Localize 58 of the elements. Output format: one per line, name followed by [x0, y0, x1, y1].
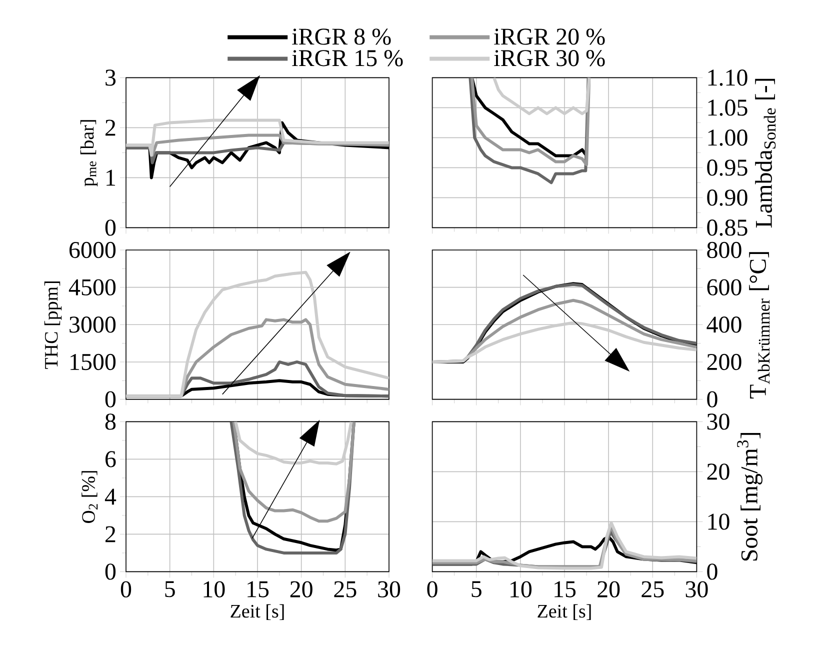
y-tick-label: 4500: [68, 279, 116, 296]
y-tick-label: 400: [706, 316, 742, 333]
y-tick-label: 10: [708, 514, 730, 530]
line-series: [126, 270, 389, 398]
y-tick-label: 1500: [70, 354, 116, 370]
x-axis-title: Zeit [s]: [230, 604, 284, 620]
y-tick-label: 1: [106, 170, 116, 186]
y-tick-label: 0: [707, 564, 718, 580]
legend-label: iRGR 8 %: [292, 28, 391, 45]
y-axis-title: Lambda$_{Sonde}$ [-]: [755, 78, 776, 228]
y-axis-title: Soot [mg/m$^{3}$]: [737, 433, 762, 561]
y-tick-label: 800: [707, 242, 742, 258]
legend-label: iRGR 15 %: [292, 50, 403, 66]
y-tick-label: 30: [707, 414, 730, 430]
x-tick-label: 5: [165, 581, 175, 598]
y-tick-label: 8: [105, 414, 116, 430]
x-tick-label: 15: [554, 581, 576, 598]
x-tick-label: 5: [472, 581, 482, 598]
y-tick-label: 1.00: [708, 130, 748, 146]
x-tick-label: 25: [642, 581, 664, 598]
line-series: [234, 422, 353, 466]
y-tick-label: 0.90: [707, 190, 748, 206]
y-tick-label: 200: [707, 354, 742, 370]
y-tick-label: 2: [106, 120, 116, 136]
y-tick-label: 6000: [70, 242, 116, 258]
y-tick-label: 600: [707, 279, 742, 296]
y-tick-label: 0.85: [707, 220, 748, 236]
x-tick-label: 15: [248, 581, 269, 598]
y-tick-label: 4: [104, 488, 116, 505]
y-tick-label: 20: [707, 464, 730, 480]
y-tick-label: 0: [105, 391, 116, 408]
x-tick-label: 10: [204, 581, 225, 598]
legend-label: iRGR 20 %: [494, 28, 605, 45]
y-tick-label: 0: [707, 391, 718, 408]
legend-label: iRGR 30 %: [494, 50, 605, 66]
y-tick-label: 1.10: [708, 70, 748, 86]
x-tick-label: 30: [378, 581, 400, 598]
y-tick-label: 0: [105, 220, 116, 236]
y-tick-label: 3: [106, 70, 116, 86]
x-tick-label: 0: [120, 581, 132, 598]
y-tick-label: 1.05: [708, 100, 748, 116]
y-axis-title: $\text{T}_{\text{AbKrümmer}}\text{ [°C]}$: [749, 252, 770, 399]
line-series: [232, 422, 356, 523]
y-tick-label: 0: [105, 564, 116, 580]
x-tick-label: 10: [510, 581, 532, 598]
x-tick-label: 25: [334, 581, 356, 598]
y-tick-label: 2: [106, 526, 116, 542]
y-axis-title: O$_{2}$ [%]: [82, 471, 98, 523]
x-axis-title: Zeit [s]: [538, 604, 591, 620]
x-tick-label: 0: [427, 581, 438, 598]
x-tick-label: 20: [598, 581, 620, 598]
line-series: [126, 118, 389, 157]
y-tick-label: 3000: [70, 316, 116, 333]
y-axis-title: THC [ppm]: [44, 281, 62, 369]
x-tick-label: 20: [290, 581, 312, 598]
y-axis-title: p$_{me}$ [bar]: [80, 120, 98, 186]
y-tick-label: 6: [106, 451, 116, 468]
y-tick-label: 0.95: [707, 160, 748, 176]
